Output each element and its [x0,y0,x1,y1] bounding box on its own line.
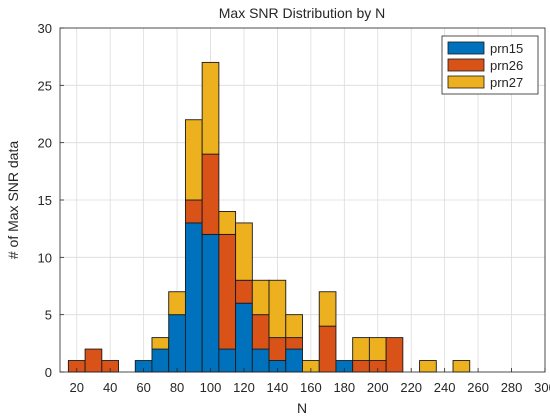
bar-segment-prn15 [168,314,186,373]
bar-segment-prn27 [235,222,253,281]
y-tick-label: 15 [38,193,52,208]
bar-segment-prn27 [251,279,270,316]
bar-segment-prn26 [84,348,103,373]
bar-segment-prn26 [352,360,370,373]
x-tick-label: 280 [501,380,523,395]
chart-title: Max SNR Distribution by N [219,5,386,21]
x-tick-label: 180 [333,380,355,395]
bar-segment-prn26 [385,337,404,373]
y-tick-label: 5 [45,308,52,323]
bar-segment-prn27 [168,291,186,316]
bar-segment-prn27 [201,61,220,155]
bar-segment-prn26 [201,153,220,235]
bar-segment-prn15 [235,302,253,373]
y-tick-label: 25 [38,78,52,93]
bar-segment-prn15 [218,348,237,373]
bar-segment-prn27 [285,314,303,339]
bar-segment-prn27 [419,360,437,373]
legend: prn15 prn26 prn27 [441,35,539,95]
y-tick-label: 20 [38,136,52,151]
bar-segment-prn26 [184,199,203,224]
x-tick-label: 300 [534,380,550,395]
bar-segment-prn15 [184,222,203,373]
x-tick-label: 200 [367,380,389,395]
bar-segment-prn26 [268,337,287,361]
bar-segment-prn15 [285,348,303,373]
x-tick-label: 100 [200,380,222,395]
legend-swatch-prn15 [447,41,485,55]
x-tick-label: 40 [103,380,117,395]
x-tick-label: 260 [467,380,489,395]
bar-segment-prn27 [151,337,170,350]
bar-segment-prn15 [201,233,220,373]
bar-segment-prn27 [452,360,471,373]
legend-label-prn26: prn26 [490,58,523,73]
bar-segment-prn26 [285,337,303,350]
bar-segment-prn26 [218,233,237,350]
x-tick-label: 120 [233,380,255,395]
x-tick-label: 160 [300,380,322,395]
bar-segment-prn15 [151,348,170,373]
x-tick-label: 240 [434,380,456,395]
bar-segment-prn27 [184,119,203,201]
y-tick-label: 10 [38,250,52,265]
x-tick-label: 60 [136,380,150,395]
x-tick-label: 140 [267,380,289,395]
legend-label-prn15: prn15 [490,41,523,56]
bar-segment-prn26 [251,314,270,350]
y-axis-label: # of Max SNR data [5,141,21,259]
bar-segment-prn26 [318,325,337,373]
y-tick-label: 30 [38,21,52,36]
legend-swatch-prn27 [447,75,485,89]
bars [67,61,471,373]
x-tick-label: 80 [170,380,184,395]
x-axis-ticks: 20 40 60 80 100 120 140 160 180 200 220 240 260 280 30… [69,368,550,395]
legend-label-prn27: prn27 [490,75,523,90]
bar-segment-prn27 [352,337,370,361]
bar-segment-prn27 [268,279,287,339]
x-axis-label: N [297,400,307,416]
y-axis-ticks: 0 5 10 15 20 25 30 [38,21,64,380]
bar-segment-prn27 [368,337,387,361]
y-tick-label: 0 [45,365,52,380]
bar-segment-prn26 [235,279,253,304]
x-tick-label: 20 [69,380,83,395]
legend-swatch-prn26 [447,58,485,72]
x-tick-label: 220 [400,380,422,395]
bar-segment-prn27 [218,211,237,235]
bar-segment-prn15 [251,348,270,373]
bar-segment-prn27 [318,291,337,327]
